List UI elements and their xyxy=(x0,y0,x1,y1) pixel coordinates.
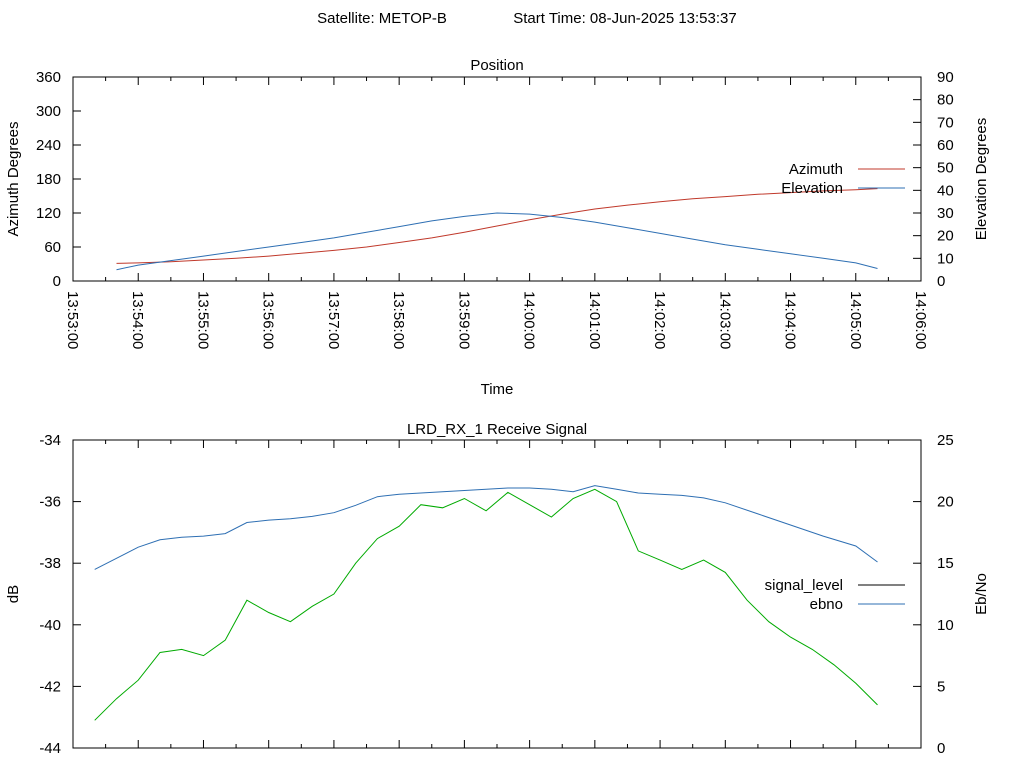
y2-tick-label: 40 xyxy=(937,182,954,199)
y2-tick-label: 10 xyxy=(937,250,954,267)
x-tick-label: 13:59:00 xyxy=(455,291,472,349)
y2-tick-label: 10 xyxy=(937,617,954,634)
y-tick-label: 360 xyxy=(36,69,61,86)
legend-label: signal_level xyxy=(765,577,843,594)
x-axis-label: Time xyxy=(481,381,514,398)
y-tick-label: 0 xyxy=(53,273,61,290)
y2-tick-label: 5 xyxy=(937,678,945,695)
legend-label: Azimuth xyxy=(789,161,843,178)
x-tick-label: 13:58:00 xyxy=(390,291,407,349)
series-line-signal-level xyxy=(94,488,878,721)
plot-frame xyxy=(72,439,922,749)
y2-tick-label: 60 xyxy=(937,137,954,154)
position-chart: Position 0 60 120 180 240 300 360 0 10 20 30 40 50 60 7… xyxy=(5,57,990,398)
y-axis-label: Azimuth Degrees xyxy=(5,121,22,236)
x-tick-label: 14:04:00 xyxy=(782,291,799,349)
legend-label: ebno xyxy=(810,596,843,613)
y-tick-label: -44 xyxy=(39,740,61,757)
x-tick-label: 13:53:00 xyxy=(64,291,81,349)
x-tick-label: 14:05:00 xyxy=(847,291,864,349)
series-line-elevation xyxy=(116,212,878,271)
chart-title: Position xyxy=(470,57,523,74)
x-tick-label: 13:56:00 xyxy=(260,291,277,349)
y-tick-label: 240 xyxy=(36,137,61,154)
series-line-ebno xyxy=(94,485,878,570)
y2-tick-label: 15 xyxy=(937,555,954,572)
y2-tick-label: 20 xyxy=(937,228,954,245)
y-axis-label: dB xyxy=(5,585,22,603)
y2-tick-label: 70 xyxy=(937,114,954,131)
x-tick-label: 14:03:00 xyxy=(716,291,733,349)
chart-title: LRD_RX_1 Receive Signal xyxy=(407,421,587,438)
x-tick-label: 14:00:00 xyxy=(521,291,538,349)
y2-tick-label: 30 xyxy=(937,205,954,222)
chart-header: Satellite: METOP-B Start Time: 08-Jun-20… xyxy=(317,10,737,27)
y2-tick-label: 20 xyxy=(937,494,954,511)
y2-axis-label: Eb/No xyxy=(973,573,990,615)
y-tick-label: -40 xyxy=(39,617,61,634)
y2-tick-label: 50 xyxy=(937,160,954,177)
y2-tick-label: 90 xyxy=(937,69,954,86)
y2-tick-label: 25 xyxy=(937,432,954,449)
y-tick-label: 60 xyxy=(44,239,61,256)
y-tick-label: -34 xyxy=(39,432,61,449)
y-tick-label: 300 xyxy=(36,103,61,120)
legend-label: Elevation xyxy=(781,180,843,197)
y-tick-label: -36 xyxy=(39,494,61,511)
y2-tick-label: 0 xyxy=(937,740,945,757)
y-tick-label: -38 xyxy=(39,555,61,572)
y-tick-label: 120 xyxy=(36,205,61,222)
plot-frame xyxy=(72,76,922,282)
x-tick-label: 13:55:00 xyxy=(194,291,211,349)
x-tick-label: 14:06:00 xyxy=(912,291,929,349)
y2-tick-label: 80 xyxy=(937,92,954,109)
x-tick-label: 14:01:00 xyxy=(586,291,603,349)
y2-tick-label: 0 xyxy=(937,273,945,290)
y-tick-label: -42 xyxy=(39,678,61,695)
x-tick-label: 13:54:00 xyxy=(129,291,146,349)
series-line-azimuth xyxy=(116,188,878,264)
start-time-label: Start Time: 08-Jun-2025 13:53:37 xyxy=(513,10,736,27)
y-tick-label: 180 xyxy=(36,171,61,188)
x-tick-label: 14:02:00 xyxy=(651,291,668,349)
receive-signal-chart: LRD_RX_1 Receive Signal -44 -42 -40 -38 -36 -3… xyxy=(5,421,990,757)
y2-axis-label: Elevation Degrees xyxy=(973,118,990,241)
x-tick-label: 13:57:00 xyxy=(325,291,342,349)
satellite-label: Satellite: METOP-B xyxy=(317,10,447,27)
